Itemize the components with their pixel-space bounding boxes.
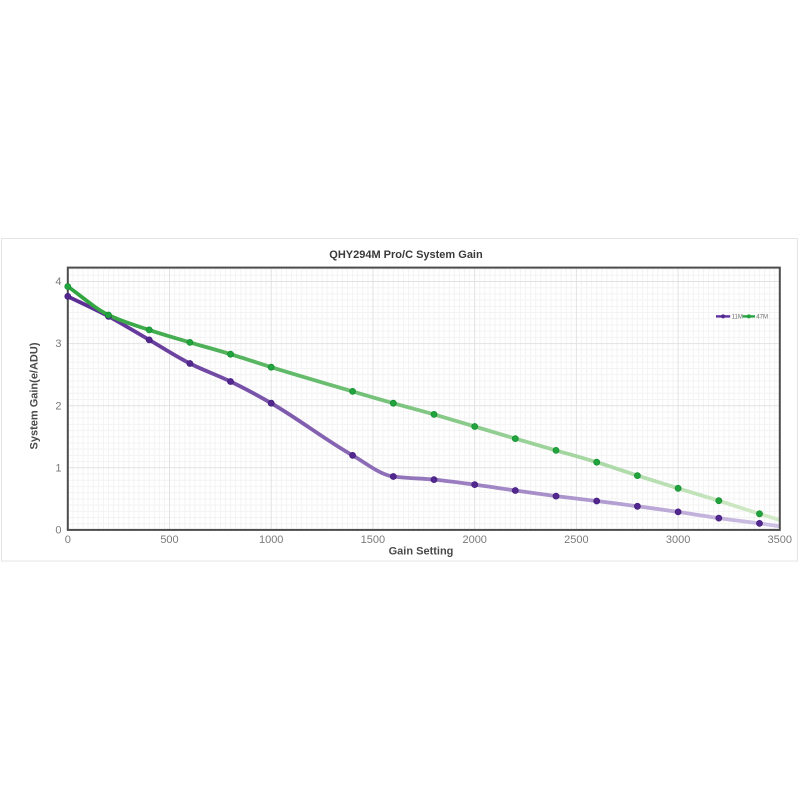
svg-text:500: 500 — [160, 534, 178, 546]
svg-text:QHY294M Pro/C System Gain: QHY294M Pro/C System Gain — [329, 249, 483, 261]
svg-text:0: 0 — [55, 525, 61, 537]
svg-text:3500: 3500 — [768, 534, 792, 546]
svg-text:3000: 3000 — [666, 534, 690, 546]
svg-text:System Gain(e/ADU): System Gain(e/ADU) — [29, 342, 41, 449]
svg-text:2000: 2000 — [462, 534, 486, 546]
svg-text:1000: 1000 — [259, 534, 283, 546]
svg-text:Gain Setting: Gain Setting — [389, 546, 454, 558]
svg-text:2500: 2500 — [564, 534, 588, 546]
svg-text:11M: 11M — [732, 315, 743, 321]
svg-text:4: 4 — [55, 276, 61, 288]
svg-text:47M: 47M — [756, 315, 768, 321]
svg-text:2: 2 — [55, 400, 61, 412]
svg-text:1500: 1500 — [361, 534, 385, 546]
svg-text:0: 0 — [65, 534, 71, 546]
svg-text:1: 1 — [55, 462, 61, 474]
svg-text:3: 3 — [55, 338, 61, 350]
